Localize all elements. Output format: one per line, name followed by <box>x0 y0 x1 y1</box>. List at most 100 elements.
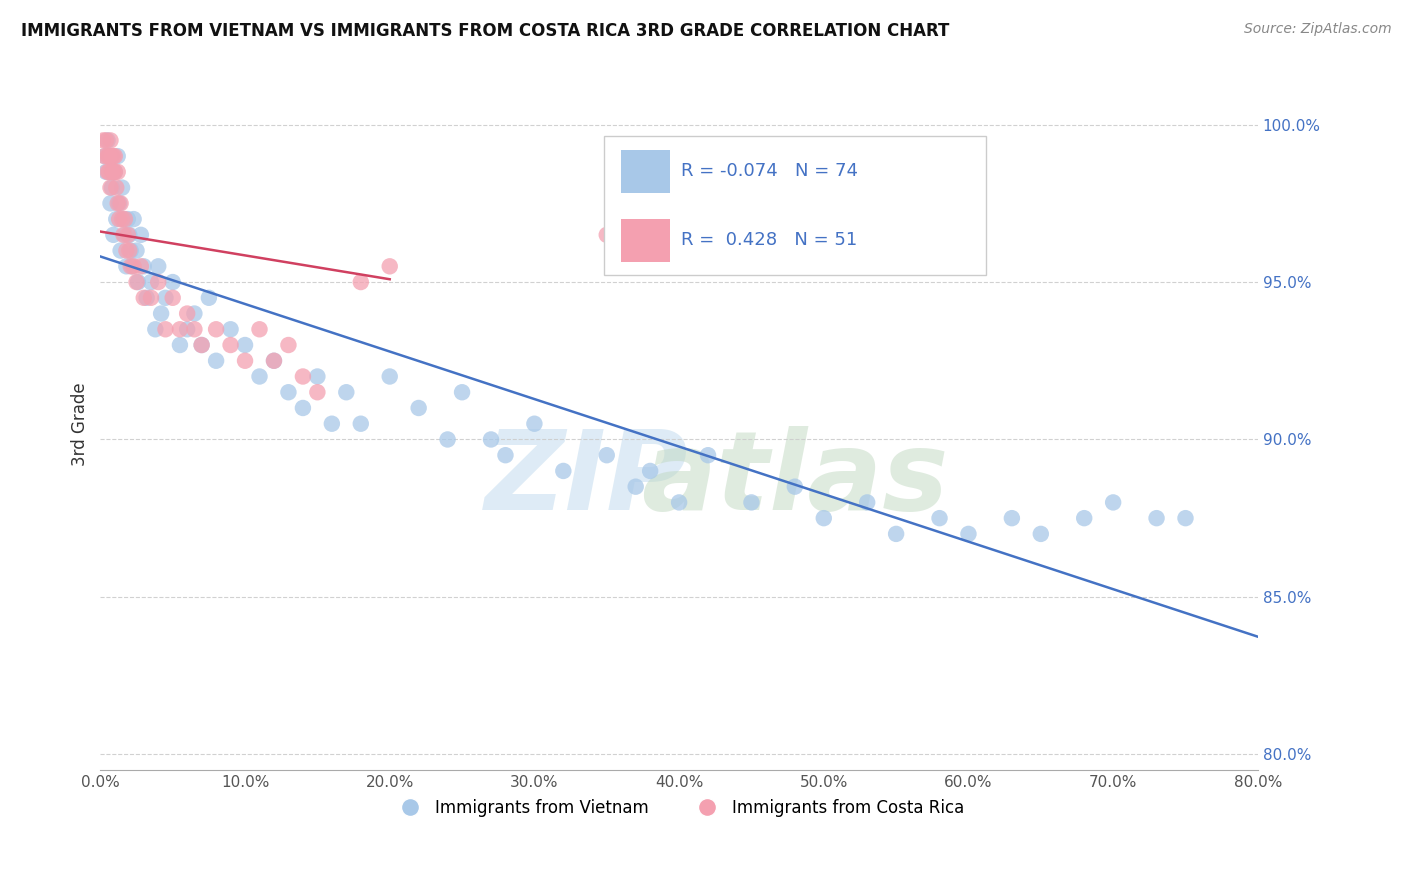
Point <box>928 511 950 525</box>
Point <box>205 322 228 336</box>
Text: atlas: atlas <box>641 425 949 533</box>
Point <box>277 385 299 400</box>
Point <box>118 244 141 258</box>
Point <box>335 385 357 400</box>
Point <box>205 353 228 368</box>
Point <box>783 480 806 494</box>
Point <box>117 227 139 242</box>
Point <box>190 338 212 352</box>
Point <box>122 212 145 227</box>
Point <box>162 275 184 289</box>
Point <box>112 227 135 242</box>
Point <box>94 165 117 179</box>
Point <box>148 260 170 274</box>
Point <box>104 165 127 179</box>
Point <box>249 369 271 384</box>
Y-axis label: 3rd Grade: 3rd Grade <box>72 382 89 466</box>
Point <box>624 480 647 494</box>
Point <box>97 149 120 163</box>
Point <box>219 322 242 336</box>
Text: Source: ZipAtlas.com: Source: ZipAtlas.com <box>1244 22 1392 37</box>
Point <box>103 227 125 242</box>
Point <box>740 495 762 509</box>
Point <box>105 212 128 227</box>
Point <box>249 322 271 336</box>
Point <box>1174 511 1197 525</box>
Point <box>277 338 299 352</box>
Point <box>190 338 212 352</box>
Point <box>263 353 285 368</box>
Point <box>129 260 152 274</box>
FancyBboxPatch shape <box>621 150 669 193</box>
Point <box>350 417 373 431</box>
Point <box>1073 511 1095 525</box>
Point <box>1102 495 1125 509</box>
Point <box>97 133 120 147</box>
Point <box>495 448 517 462</box>
Point <box>148 275 170 289</box>
Point <box>451 385 474 400</box>
Point <box>101 165 124 179</box>
Point <box>143 322 166 336</box>
Point <box>139 275 162 289</box>
Point <box>233 353 256 368</box>
Point <box>479 433 502 447</box>
Point <box>219 338 242 352</box>
Point <box>378 260 401 274</box>
Point <box>91 133 114 147</box>
Point <box>120 244 142 258</box>
Point <box>110 196 132 211</box>
Point <box>132 291 155 305</box>
Point <box>139 291 162 305</box>
Point <box>101 180 124 194</box>
Text: R =  0.428   N = 51: R = 0.428 N = 51 <box>682 231 858 249</box>
Point <box>98 165 121 179</box>
Legend: Immigrants from Vietnam, Immigrants from Costa Rica: Immigrants from Vietnam, Immigrants from… <box>387 793 972 824</box>
Point <box>103 149 125 163</box>
Text: R = -0.074   N = 74: R = -0.074 N = 74 <box>682 162 859 180</box>
Point <box>884 527 907 541</box>
Point <box>111 180 134 194</box>
Point <box>263 353 285 368</box>
Point <box>100 133 122 147</box>
Point <box>107 149 129 163</box>
Point <box>233 338 256 352</box>
Point <box>112 212 135 227</box>
Point <box>132 260 155 274</box>
Point <box>596 227 619 242</box>
Point <box>125 244 148 258</box>
Point <box>108 212 131 227</box>
Point <box>162 291 184 305</box>
Point <box>122 260 145 274</box>
Point <box>103 165 125 179</box>
FancyBboxPatch shape <box>621 219 669 262</box>
Point <box>155 291 177 305</box>
Point <box>108 196 131 211</box>
Point <box>127 275 149 289</box>
Point <box>169 338 191 352</box>
Point <box>94 133 117 147</box>
Point <box>93 149 115 163</box>
Point <box>111 212 134 227</box>
Point <box>125 275 148 289</box>
Point <box>697 448 720 462</box>
Point <box>98 149 121 163</box>
Point <box>176 307 198 321</box>
Point <box>107 165 129 179</box>
Point <box>183 307 205 321</box>
Point <box>120 260 142 274</box>
Point <box>198 291 221 305</box>
Point <box>110 244 132 258</box>
Point <box>553 464 575 478</box>
Point <box>307 369 329 384</box>
Text: ZIP: ZIP <box>485 425 689 533</box>
Point <box>378 369 401 384</box>
Point <box>884 196 907 211</box>
Point <box>101 149 124 163</box>
Point <box>813 511 835 525</box>
Point <box>104 165 127 179</box>
Point <box>97 165 120 179</box>
Point <box>100 196 122 211</box>
Point <box>1029 527 1052 541</box>
Point <box>105 180 128 194</box>
